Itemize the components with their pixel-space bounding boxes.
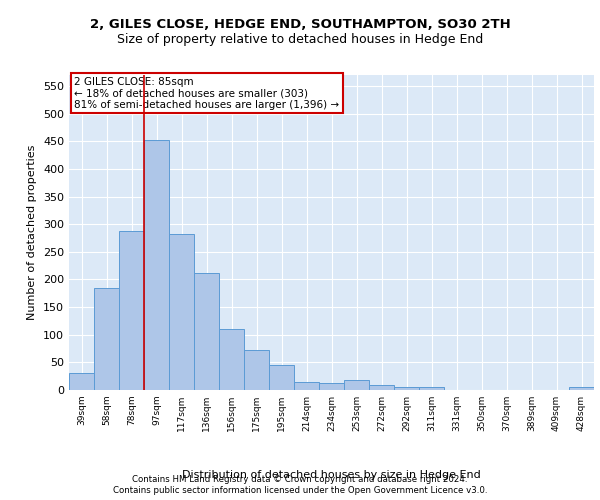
Bar bbox=[294, 382, 319, 390]
Bar bbox=[344, 380, 369, 390]
Text: Size of property relative to detached houses in Hedge End: Size of property relative to detached ho… bbox=[117, 32, 483, 46]
Bar bbox=[419, 387, 444, 390]
Text: 2, GILES CLOSE, HEDGE END, SOUTHAMPTON, SO30 2TH: 2, GILES CLOSE, HEDGE END, SOUTHAMPTON, … bbox=[89, 18, 511, 30]
Text: Contains HM Land Registry data © Crown copyright and database right 2024.: Contains HM Land Registry data © Crown c… bbox=[132, 475, 468, 484]
Bar bbox=[219, 329, 244, 390]
Bar bbox=[144, 140, 169, 390]
Bar bbox=[394, 387, 419, 390]
Bar bbox=[369, 385, 394, 390]
Bar bbox=[569, 387, 594, 390]
Bar bbox=[69, 374, 94, 390]
Bar bbox=[94, 288, 119, 390]
Bar bbox=[269, 365, 294, 390]
Bar bbox=[319, 384, 344, 390]
Bar bbox=[169, 234, 194, 390]
Text: 2 GILES CLOSE: 85sqm
← 18% of detached houses are smaller (303)
81% of semi-deta: 2 GILES CLOSE: 85sqm ← 18% of detached h… bbox=[74, 76, 340, 110]
Y-axis label: Number of detached properties: Number of detached properties bbox=[28, 145, 37, 320]
Bar bbox=[119, 232, 144, 390]
X-axis label: Distribution of detached houses by size in Hedge End: Distribution of detached houses by size … bbox=[182, 470, 481, 480]
Bar bbox=[244, 350, 269, 390]
Text: Contains public sector information licensed under the Open Government Licence v3: Contains public sector information licen… bbox=[113, 486, 487, 495]
Bar bbox=[194, 273, 219, 390]
